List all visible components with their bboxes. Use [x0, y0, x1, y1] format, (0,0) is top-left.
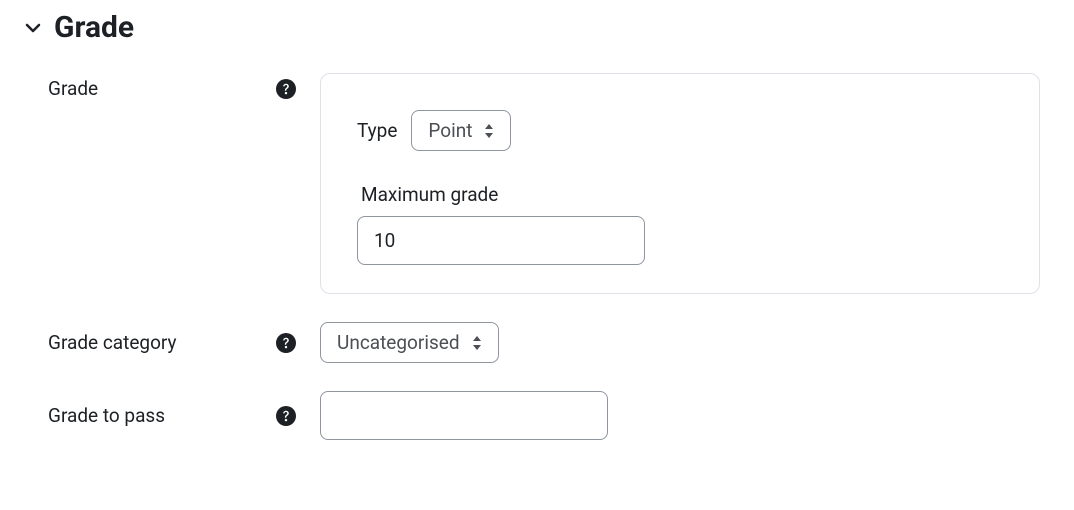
help-icon[interactable]: [276, 406, 296, 426]
label-col-pass: Grade to pass: [48, 404, 320, 427]
label-col-grade: Grade: [48, 73, 320, 100]
max-grade-input[interactable]: [357, 216, 645, 265]
grade-panel: Type Point Maximum grade: [320, 73, 1040, 294]
help-icon[interactable]: [276, 333, 296, 353]
type-select-value: Point: [428, 119, 472, 142]
label-category: Grade category: [48, 331, 177, 354]
label-pass: Grade to pass: [48, 404, 165, 427]
pass-input[interactable]: [320, 391, 608, 440]
field-col-pass: [320, 391, 1040, 440]
max-grade-label: Maximum grade: [357, 183, 1003, 206]
form-row-category: Grade category Uncategorised: [20, 322, 1054, 363]
max-grade-group: Maximum grade: [357, 183, 1003, 265]
help-icon[interactable]: [276, 79, 296, 99]
category-select-value: Uncategorised: [337, 331, 460, 354]
select-caret-icon: [482, 124, 496, 138]
type-group: Type Point: [357, 110, 1003, 151]
field-col-category: Uncategorised: [320, 322, 1040, 363]
chevron-down-icon[interactable]: [24, 19, 42, 37]
type-select[interactable]: Point: [411, 110, 511, 151]
type-label: Type: [357, 119, 397, 142]
section-header: Grade: [20, 10, 1054, 45]
category-select[interactable]: Uncategorised: [320, 322, 499, 363]
field-col-grade: Type Point Maximum grade: [320, 73, 1040, 294]
form-row-pass: Grade to pass: [20, 391, 1054, 440]
label-col-category: Grade category: [48, 331, 320, 354]
form-row-grade: Grade Type Point: [20, 73, 1054, 294]
label-grade: Grade: [48, 77, 98, 100]
section-title: Grade: [54, 10, 134, 45]
select-caret-icon: [470, 336, 484, 350]
